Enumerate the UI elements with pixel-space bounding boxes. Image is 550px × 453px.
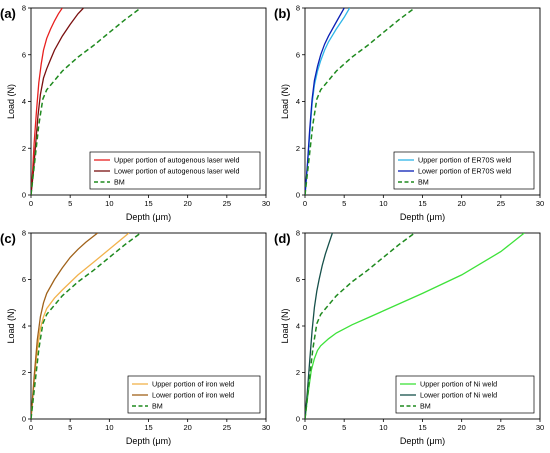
y-tick-label: 6	[296, 275, 300, 284]
legend-label: Upper portion of autogenous laser weld	[114, 156, 239, 165]
x-tick-label: 5	[342, 423, 346, 432]
x-tick-label: 20	[183, 423, 191, 432]
series-line-1	[31, 8, 63, 195]
y-tick-label: 0	[22, 415, 26, 424]
x-tick-label: 10	[379, 423, 387, 432]
x-tick-label: 10	[105, 199, 113, 208]
x-tick-label: 0	[29, 199, 33, 208]
panel-label: (d)	[274, 231, 291, 246]
series-line-3	[31, 233, 142, 419]
series-line-3	[305, 233, 416, 419]
x-tick-label: 30	[536, 199, 544, 208]
x-tick-label: 10	[105, 423, 113, 432]
x-axis-title: Depth (μm)	[126, 436, 171, 446]
x-tick-label: 0	[303, 199, 307, 208]
x-tick-label: 25	[223, 199, 231, 208]
x-axis-title: Depth (μm)	[400, 436, 445, 446]
legend-box	[127, 375, 261, 414]
x-tick-label: 25	[223, 423, 231, 432]
chart-panel-3: 0 5 10 15 20 25 30 0 2 4 6 8 Depth (μm) Load (N) (c) Up…	[0, 229, 270, 446]
x-tick-label: 25	[497, 199, 505, 208]
y-tick-label: 0	[296, 415, 300, 424]
x-tick-label: 15	[418, 423, 426, 432]
y-tick-label: 6	[296, 50, 300, 59]
x-axis-title: Depth (μm)	[126, 212, 171, 222]
y-tick-label: 4	[22, 322, 26, 331]
series-line-3	[31, 8, 142, 195]
x-tick-label: 30	[536, 423, 544, 432]
y-axis-title: Load (N)	[6, 308, 16, 343]
y-tick-label: 4	[296, 97, 300, 106]
y-tick-label: 8	[296, 229, 300, 238]
series-line-1	[31, 233, 130, 419]
x-tick-label: 15	[144, 199, 152, 208]
x-tick-label: 20	[457, 199, 465, 208]
chart-panel-4: 0 5 10 15 20 25 30 0 2 4 6 8 Depth (μm) Load (N) (d) Up…	[274, 229, 544, 446]
x-tick-label: 20	[183, 199, 191, 208]
x-tick-label: 30	[262, 199, 270, 208]
y-tick-label: 2	[296, 368, 300, 377]
legend-box	[89, 151, 261, 190]
series-line-2	[305, 8, 345, 195]
x-tick-label: 5	[342, 199, 346, 208]
x-tick-label: 0	[29, 423, 33, 432]
legend-label: Lower portion of ER70S weld	[418, 167, 511, 176]
y-tick-label: 0	[296, 191, 300, 200]
chart-panel-1: 0 5 10 15 20 25 30 0 2 4 6 8 Depth (μm) Load (N) (a) Up…	[0, 4, 270, 222]
legend-box	[395, 375, 535, 414]
y-tick-label: 8	[22, 4, 26, 13]
legend-label: Lower portion of autogenous laser weld	[114, 167, 239, 176]
y-tick-label: 6	[22, 50, 26, 59]
y-tick-label: 2	[296, 144, 300, 153]
series-line-2	[31, 233, 99, 419]
y-tick-label: 2	[22, 144, 26, 153]
y-axis-title: Load (N)	[6, 84, 16, 119]
legend-label: Lower portion of Ni weld	[420, 391, 497, 400]
y-tick-label: 8	[296, 4, 300, 13]
legend-label: BM	[114, 178, 125, 187]
y-axis-title: Load (N)	[280, 84, 290, 119]
legend-label: BM	[420, 402, 431, 411]
x-tick-label: 5	[68, 199, 72, 208]
legend-label: Lower portion of iron weld	[152, 391, 234, 400]
series-line-1	[305, 233, 525, 419]
series-line-2	[31, 8, 84, 195]
panel-label: (a)	[0, 6, 16, 21]
legend-label: Upper portion of Ni weld	[420, 380, 497, 389]
x-tick-label: 15	[418, 199, 426, 208]
legend-label: BM	[418, 178, 429, 187]
y-tick-label: 2	[22, 368, 26, 377]
y-tick-label: 8	[22, 229, 26, 238]
x-axis-title: Depth (μm)	[400, 212, 445, 222]
x-tick-label: 25	[497, 423, 505, 432]
x-tick-label: 15	[144, 423, 152, 432]
series-line-2	[305, 233, 334, 419]
x-tick-label: 10	[379, 199, 387, 208]
x-tick-label: 30	[262, 423, 270, 432]
y-tick-label: 6	[22, 275, 26, 284]
legend-box	[393, 151, 535, 190]
x-tick-label: 0	[303, 423, 307, 432]
legend-label: Upper portion of ER70S weld	[418, 156, 511, 165]
panel-label: (b)	[274, 6, 291, 21]
legend-label: Upper portion of iron weld	[152, 380, 234, 389]
x-tick-label: 5	[68, 423, 72, 432]
y-tick-label: 4	[296, 322, 300, 331]
chart-panel-2: 0 5 10 15 20 25 30 0 2 4 6 8 Depth (μm) Load (N) (b) Up…	[274, 4, 544, 222]
y-tick-label: 0	[22, 191, 26, 200]
y-tick-label: 4	[22, 97, 26, 106]
panel-label: (c)	[0, 231, 16, 246]
legend-label: BM	[152, 402, 163, 411]
y-axis-title: Load (N)	[280, 308, 290, 343]
x-tick-label: 20	[457, 423, 465, 432]
series-line-3	[305, 8, 416, 195]
